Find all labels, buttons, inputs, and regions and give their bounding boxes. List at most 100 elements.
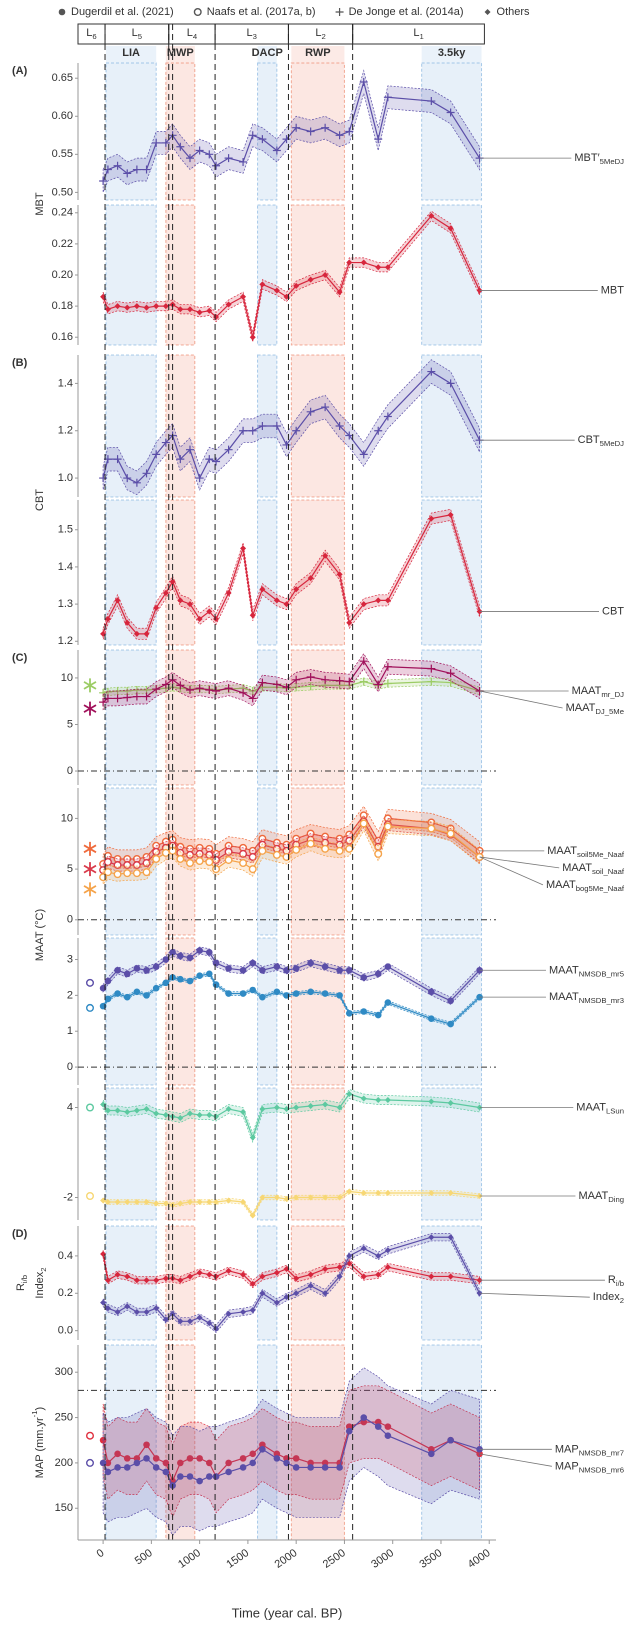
data-point: [123, 970, 131, 978]
data-point: [212, 981, 220, 988]
data-point: [259, 1106, 266, 1112]
panel-letter: (D): [12, 1228, 28, 1240]
data-point: [240, 545, 247, 552]
series-label: MAATDJ_5Me: [566, 702, 624, 716]
text-part: MBT′: [574, 152, 599, 164]
data-point: [196, 1199, 203, 1205]
x-tick-label: 3000: [369, 1547, 396, 1571]
period-band: [421, 62, 483, 201]
data-point: [142, 868, 151, 877]
data-point: [259, 586, 266, 593]
data-point: [446, 669, 455, 678]
legend-marker: [335, 8, 344, 16]
data-point: [212, 855, 221, 864]
data-point: [240, 1271, 247, 1278]
data-point: [114, 1308, 121, 1315]
panel-letter: (C): [12, 652, 28, 664]
data-point: [212, 457, 221, 466]
text-part: i/b: [616, 1279, 624, 1288]
text-part: L: [187, 27, 193, 39]
data-point: [205, 1459, 213, 1467]
data-point: [336, 1104, 343, 1111]
series-label: MAATmr_DJ: [572, 685, 625, 699]
period-band: [105, 62, 157, 201]
data-point: [177, 1318, 184, 1325]
data-point: [446, 829, 455, 838]
x-tick-label: 2500: [321, 1547, 348, 1571]
data-point: [375, 1271, 382, 1278]
data-point: [104, 1459, 112, 1467]
y-tick-label: 1.2: [58, 425, 73, 437]
data-point: [123, 1455, 131, 1462]
data-point: [374, 1011, 382, 1019]
period-band: [105, 1225, 157, 1341]
text-part: -1: [30, 1410, 39, 1417]
data-point: [307, 276, 314, 283]
text-part: DJ_5Me: [595, 707, 624, 716]
data-point: [123, 861, 132, 870]
data-point: [447, 1100, 454, 1106]
period-band: [165, 1344, 196, 1541]
period-band: [165, 937, 196, 1086]
data-point: [321, 1464, 329, 1471]
data-point: [307, 1459, 314, 1467]
series-label: MAATbog5Me_Naaf: [546, 879, 625, 893]
data-point: [273, 1269, 280, 1276]
series-label: MAPNMSDB_mr6: [555, 1460, 624, 1474]
data-point: [374, 970, 382, 978]
data-point: [375, 1097, 382, 1103]
data-point: [249, 1280, 256, 1287]
data-point: [293, 1290, 300, 1297]
data-point: [248, 426, 257, 435]
leader-line: [479, 1453, 552, 1467]
data-point: [374, 1418, 382, 1426]
period-label: DACP: [252, 47, 283, 59]
zone-label: L3: [247, 27, 257, 41]
y-tick-label: 1.5: [58, 524, 73, 536]
data-point: [336, 1273, 343, 1280]
uncertainty-band: [102, 653, 480, 711]
data-point: [206, 1271, 213, 1278]
data-point: [345, 1009, 353, 1017]
data-point: [206, 608, 213, 615]
data-point: [196, 1314, 203, 1321]
data-point: [114, 303, 121, 310]
period-band: [290, 1225, 345, 1341]
y-axis-title: MAP (mm.yr-1): [30, 1407, 46, 1478]
data-point: [272, 850, 281, 859]
period-label: 3.5ky: [438, 47, 466, 59]
data-point: [224, 445, 233, 454]
data-point: [384, 1247, 391, 1254]
data-point: [428, 1273, 435, 1280]
data-point: [133, 303, 140, 310]
data-point: [142, 692, 151, 701]
modern-value: [83, 841, 97, 856]
data-point: [360, 1245, 367, 1252]
data-point: [152, 1455, 160, 1462]
data-point: [132, 478, 141, 487]
text-part: MAAT: [566, 702, 596, 714]
data-point: [292, 675, 301, 684]
data-point: [213, 1113, 220, 1120]
data-point: [132, 861, 141, 870]
data-point: [195, 856, 204, 865]
data-point: [177, 952, 184, 960]
data-point: [143, 966, 150, 974]
data-point: [133, 1308, 140, 1315]
uncertainty-band: [102, 1089, 480, 1144]
y-tick-label: 5: [67, 718, 73, 730]
data-point: [103, 858, 112, 867]
data-point: [205, 970, 213, 978]
y-tick-label: 0.22: [52, 238, 73, 250]
data-point: [345, 431, 354, 440]
period-band: [257, 499, 278, 646]
text-part: 2: [39, 1267, 48, 1271]
x-axis-title: Time (year cal. BP): [232, 1605, 343, 1620]
x-tick-label: 0: [95, 1547, 107, 1560]
data-point: [186, 1199, 193, 1205]
period-band: [105, 649, 157, 786]
data-point: [114, 966, 121, 974]
data-point: [321, 1459, 329, 1467]
period-band: [421, 46, 482, 63]
y-tick-label: 0.2: [58, 1287, 73, 1299]
